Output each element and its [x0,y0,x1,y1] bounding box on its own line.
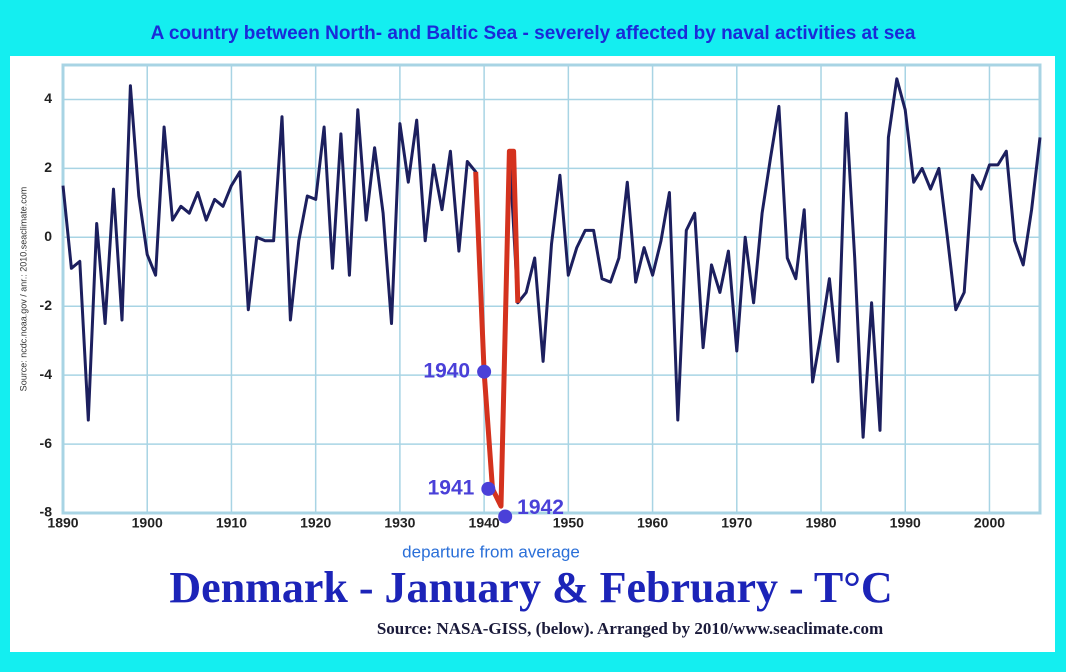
x-tick-label: 1990 [890,515,921,531]
y-tick-label: 0 [44,228,52,244]
source: Source: NASA-GISS, (below). Arranged by … [377,619,883,638]
annotation-dot [498,509,513,524]
annotation-dot [481,481,496,496]
annotation-label: 1941 [428,476,475,499]
x-tick-label: 1940 [469,515,500,531]
annotation-label: 1942 [517,496,564,519]
x-tick-label: 1890 [47,515,78,531]
x-tick-label: 1950 [553,515,584,531]
subtitle: departure from average [402,542,580,561]
data-line [61,77,1042,508]
x-tick-label: 1970 [721,515,752,531]
y-tick-label: -4 [40,366,53,382]
y-tick-label: 2 [44,159,52,175]
annotation-label: 1940 [423,359,470,382]
x-tick-label: 1920 [300,515,331,531]
page-title: A country between North- and Baltic Sea … [151,23,916,44]
x-tick-label: 1960 [637,515,668,531]
side-note: Source: ncdc.noaa.gov / anr.: 2010.seacl… [18,187,28,392]
x-tick-label: 2000 [974,515,1005,531]
x-tick-label: 1910 [216,515,247,531]
y-tick-label: -2 [40,297,53,313]
x-tick-label: 1980 [805,515,836,531]
chart-title: Denmark - January & February - T°C [169,563,892,612]
y-tick-label: 4 [44,90,52,106]
annotation-dot [477,364,492,379]
y-tick-label: -6 [40,435,53,451]
x-tick-label: 1900 [132,515,163,531]
x-tick-label: 1930 [384,515,415,531]
y-tick-label: -8 [40,504,53,520]
